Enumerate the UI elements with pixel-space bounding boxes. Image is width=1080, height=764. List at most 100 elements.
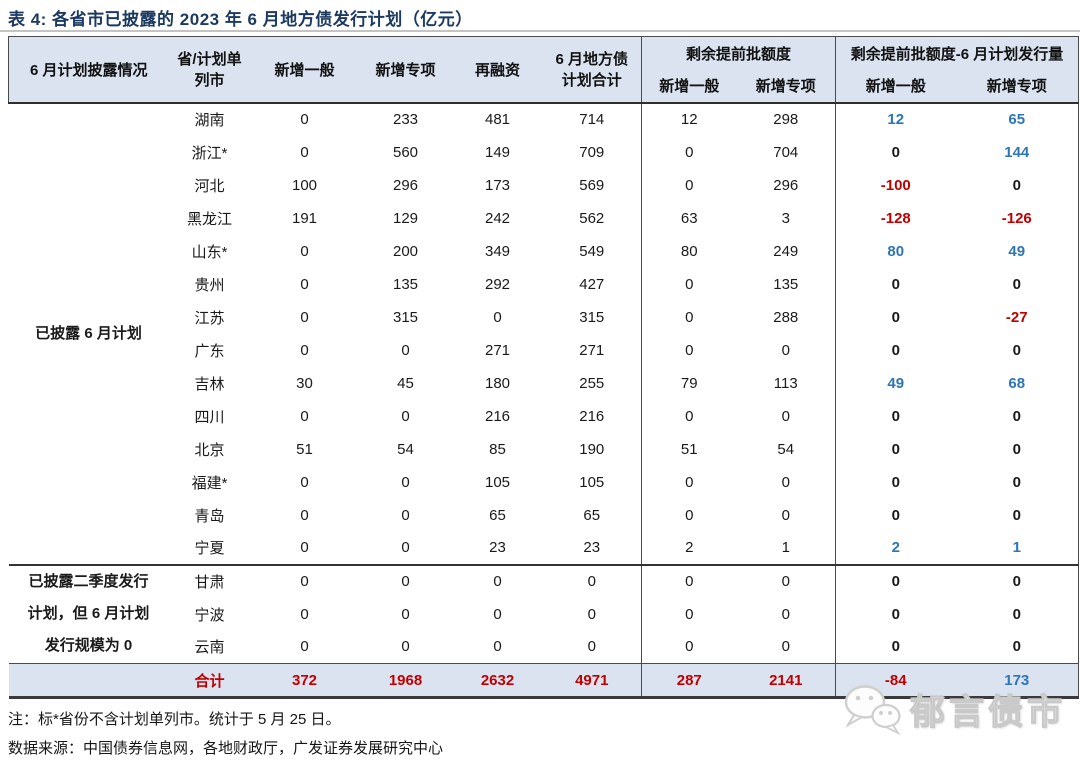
province-cell: 云南: [168, 630, 251, 664]
value-cell: 562: [542, 201, 642, 235]
value-cell: 0: [358, 597, 453, 631]
value-cell: 12: [835, 102, 956, 136]
value-cell: 0: [955, 563, 1080, 598]
value-cell: 0: [250, 630, 359, 664]
header-group-quota-minus-plan: 剩余提前批额度-6 月计划发行量: [835, 36, 1080, 70]
value-cell: 80: [835, 234, 956, 268]
value-cell: 0: [358, 630, 453, 664]
value-cell: 0: [736, 465, 836, 499]
value-cell: 0: [835, 465, 956, 499]
province-cell: 贵州: [168, 267, 251, 301]
value-cell: 0: [736, 630, 836, 664]
table-row: 北京 51 54 85 190 51 54 0 0: [9, 432, 1080, 466]
table-row: 浙江* 0 560 149 709 0 704 0 144: [9, 135, 1080, 169]
value-cell: 0: [955, 465, 1080, 499]
value-cell: 54: [736, 432, 836, 466]
total-value-cell: -84: [835, 663, 956, 699]
value-cell: 65: [452, 498, 543, 532]
province-cell: 宁夏: [168, 531, 251, 565]
footnotes: 注：标*省份不含计划单列市。统计于 5 月 25 日。 数据来源：中国债券信息网…: [8, 705, 443, 763]
value-cell: 0: [358, 531, 453, 565]
total-label-cell: 合计: [168, 663, 251, 699]
province-cell: 吉林: [168, 366, 251, 400]
table-row: 江苏 0 315 0 315 0 288 0 -27: [9, 300, 1080, 334]
value-cell: 0: [250, 234, 359, 268]
value-cell: 85: [452, 432, 543, 466]
value-cell: 0: [835, 432, 956, 466]
value-cell: 0: [250, 267, 359, 301]
province-cell: 宁波: [168, 597, 251, 631]
value-cell: 298: [736, 102, 836, 136]
section-label-line: 计划，但 6 月计划: [27, 605, 150, 623]
value-cell: 79: [641, 366, 737, 400]
table-row: 黑龙江 191 129 242 562 63 3 -128 -126: [9, 201, 1080, 235]
value-cell: 233: [358, 102, 453, 136]
value-cell: 0: [835, 630, 956, 664]
value-cell: 0: [250, 498, 359, 532]
value-cell: 0: [835, 498, 956, 532]
table-row: 已披露 6 月计划 湖南 0 233 481 714 12 298 12 65: [8, 102, 1080, 565]
value-cell: 0: [641, 399, 737, 433]
value-cell: 1: [955, 531, 1080, 565]
value-cell: 12: [641, 102, 737, 136]
value-cell: 0: [835, 597, 956, 631]
value-cell: 100: [250, 168, 359, 202]
value-cell: 63: [641, 201, 737, 235]
value-cell: 0: [641, 168, 737, 202]
value-cell: 191: [250, 201, 359, 235]
value-cell: 80: [641, 234, 737, 268]
value-cell: 113: [736, 366, 836, 400]
value-cell: 65: [542, 498, 642, 532]
value-cell: 0: [955, 597, 1080, 631]
value-cell: 0: [736, 399, 836, 433]
value-cell: 0: [250, 563, 359, 598]
value-cell: 0: [358, 333, 453, 367]
value-cell: 0: [955, 399, 1080, 433]
value-cell: 65: [955, 102, 1080, 136]
value-cell: 0: [955, 333, 1080, 367]
value-cell: 23: [542, 531, 642, 565]
section-label-cell: 已披露 6 月计划: [8, 102, 169, 565]
bond-plan-table: 6 月计划披露情况 省/计划单 列市 新增一般 新增专项 再融资 6 月地方债 …: [8, 36, 1080, 699]
value-cell: 135: [736, 267, 836, 301]
value-cell: 0: [736, 597, 836, 631]
value-cell: 296: [736, 168, 836, 202]
value-cell: -128: [835, 201, 956, 235]
value-cell: 0: [542, 630, 642, 664]
section-label-cell: 已披露二季度发行 计划，但 6 月计划 发行规模为 0: [8, 563, 169, 664]
value-cell: 190: [542, 432, 642, 466]
value-cell: 315: [542, 300, 642, 334]
footnote-asterisk: 注：标*省份不含计划单列市。统计于 5 月 25 日。: [8, 711, 341, 728]
subheader-remaining-special: 新增专项: [736, 69, 836, 104]
value-cell: 0: [250, 399, 359, 433]
value-cell: 49: [835, 366, 956, 400]
value-cell: 0: [835, 563, 956, 598]
value-cell: 0: [955, 168, 1080, 202]
province-cell: 江苏: [168, 300, 251, 334]
province-cell: 青岛: [168, 498, 251, 532]
value-cell: 200: [358, 234, 453, 268]
value-cell: 144: [955, 135, 1080, 169]
value-cell: 0: [641, 135, 737, 169]
value-cell: 0: [250, 531, 359, 565]
value-cell: 3: [736, 201, 836, 235]
total-value-cell: 372: [250, 663, 359, 699]
value-cell: 216: [542, 399, 642, 433]
value-cell: 0: [250, 300, 359, 334]
value-cell: 105: [542, 465, 642, 499]
table-row: 四川 0 0 216 216 0 0 0 0: [9, 399, 1080, 433]
subheader-diff-special: 新增专项: [955, 69, 1080, 104]
value-cell: 0: [250, 135, 359, 169]
value-cell: 249: [736, 234, 836, 268]
table-row: 宁波 0 0 0 0 0 0 0 0: [9, 597, 1080, 631]
table-row: 已披露二季度发行 计划，但 6 月计划 发行规模为 0 甘肃 0 0 0 0 0 0 0 0: [8, 563, 1080, 664]
table-row: 福建* 0 0 105 105 0 0 0 0: [9, 465, 1080, 499]
province-cell: 甘肃: [168, 563, 251, 598]
province-cell: 河北: [168, 168, 251, 202]
subheader-remaining-general: 新增一般: [641, 69, 737, 104]
title-divider: [0, 30, 1080, 32]
value-cell: 0: [736, 333, 836, 367]
value-cell: 0: [955, 432, 1080, 466]
province-cell: 山东*: [168, 234, 251, 268]
value-cell: 0: [835, 333, 956, 367]
